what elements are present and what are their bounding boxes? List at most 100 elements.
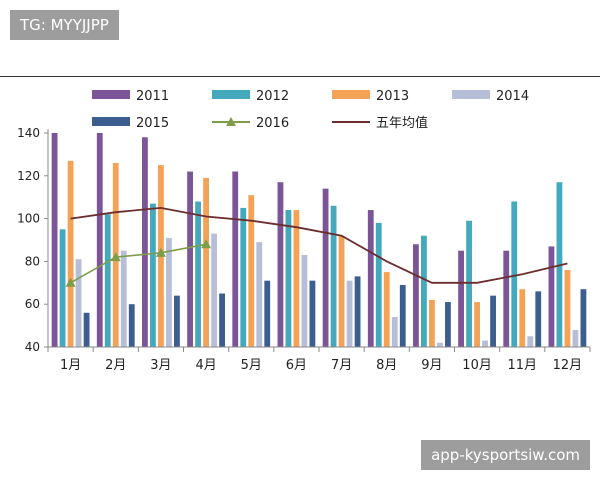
bar-2011-6月 [277,182,284,347]
legend-swatch-2013 [332,90,370,99]
bar-2014-12月 [572,329,579,347]
bar-2015-10月 [490,295,496,347]
point-2016-2月 [110,252,121,262]
bar-2015-8月 [399,284,406,347]
x-tick-label: 10月 [462,358,492,373]
x-tick-label: 11月 [507,358,537,373]
bar-2012-10月 [466,220,472,347]
line-五年均值 [70,206,568,284]
bar-2012-11月 [511,201,518,347]
x-tick-label: 7月 [331,358,352,373]
lines [65,206,568,287]
bar-2013-4月 [203,177,209,347]
y-tick-label: 80 [25,254,40,268]
bar-2015-12月 [580,289,587,347]
y-tick-label: 40 [25,340,40,354]
bar-2013-6月 [293,210,300,347]
bar-2013-11月 [519,289,526,347]
bar-2014-11月 [527,336,534,347]
y-tick-label: 100 [17,212,40,226]
bar-2011-1月 [51,133,58,347]
y-tick-label: 140 [17,126,40,140]
bar-2015-4月 [219,293,225,347]
bar-2014-2月 [120,250,127,347]
bar-2012-7月 [330,205,337,347]
bar-2012-8月 [375,222,382,347]
bar-2014-6月 [301,254,308,347]
bar-2014-8月 [391,317,398,347]
legend-swatch-2012 [212,90,250,99]
bar-2013-8月 [383,272,390,347]
bar-2013-12月 [564,269,571,347]
legend-label-2016: 2016 [256,116,289,131]
bar-2011-5月 [232,171,239,347]
bar-2013-9月 [429,299,435,347]
bar-2011-7月 [322,188,329,347]
legend-label-2015: 2015 [136,116,169,131]
bar-2015-9月 [445,302,451,347]
legend: 2011 2012 2013 2014 2015 2016 五年均值 [92,89,529,131]
y-tick-label: 120 [17,169,40,183]
legend-label-2014: 2014 [496,89,529,104]
x-tick-label: 6月 [286,358,307,373]
bar-2014-3月 [166,237,172,347]
bar-2013-1月 [67,160,74,347]
x-tick-label: 8月 [376,358,397,373]
legend-label-2011: 2011 [136,89,169,104]
bar-2015-11月 [535,291,542,347]
bar-2012-2月 [104,214,111,347]
bar-2014-7月 [346,280,353,347]
x-axis: 1月 2月 3月 4月 5月 6月 7月 8月 9月 10月 11月 12月 [47,346,591,373]
watermark-bottom: app-kysportsiw.com [421,440,590,470]
bar-2011-9月 [413,244,419,347]
bar-2015-2月 [128,304,135,347]
bar-2011-11月 [503,250,510,347]
bar-2014-5月 [256,242,263,347]
x-tick-label: 5月 [241,358,262,373]
watermark-top: TG: MYYJJPP [10,10,119,40]
x-tick-label: 4月 [195,358,216,373]
bar-2014-10月 [482,340,488,347]
x-tick-label: 1月 [60,358,81,373]
legend-label-五年均值: 五年均值 [376,115,428,131]
bar-2015-6月 [309,280,316,347]
bar-2011-3月 [142,137,148,347]
bar-2015-1月 [83,312,90,347]
bar-2012-5月 [240,207,247,347]
x-tick-label: 3月 [150,358,171,373]
bar-2011-2月 [96,133,103,347]
bar-2013-5月 [248,195,255,347]
bar-2013-7月 [338,235,345,347]
legend-swatch-2014 [452,90,490,99]
bar-2014-4月 [211,233,217,347]
bar-2011-10月 [458,250,464,347]
bar-2015-3月 [174,295,180,347]
point-2016-4月 [201,239,212,249]
bar-2012-1月 [59,229,66,347]
x-tick-label: 12月 [553,358,583,373]
legend-swatch-2011 [92,90,130,99]
x-tick-label: 9月 [421,358,442,373]
x-tick-label: 2月 [105,358,126,373]
divider-line [0,76,600,77]
bar-2011-4月 [187,171,193,347]
point-2016-1月 [65,277,76,287]
legend-swatch-2015 [92,117,130,126]
bars [51,133,587,347]
bar-2012-9月 [421,235,427,347]
bar-2014-9月 [437,342,443,347]
bar-2015-5月 [264,280,271,347]
legend-label-2012: 2012 [256,89,289,104]
bar-2012-4月 [195,201,201,347]
bar-2013-10月 [474,302,480,347]
legend-label-2013: 2013 [376,89,409,104]
y-tick-label: 60 [25,297,40,311]
bar-2012-3月 [150,203,156,347]
bar-2011-8月 [367,210,374,347]
legend-marker-2016 [226,117,236,126]
bar-2012-6月 [285,210,292,347]
bar-2011-12月 [548,246,555,347]
bar-2015-7月 [354,276,361,347]
y-axis: 40 60 80 100 120 140 [17,126,49,354]
